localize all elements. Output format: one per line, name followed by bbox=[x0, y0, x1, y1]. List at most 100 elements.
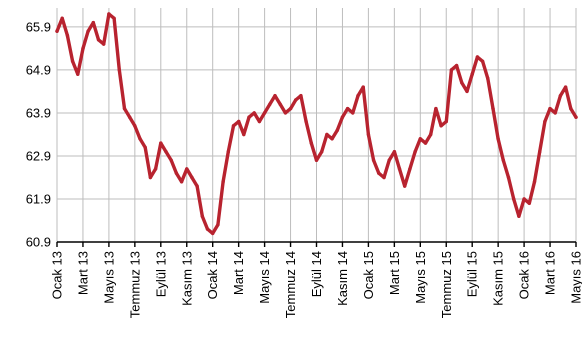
data-point bbox=[144, 146, 147, 149]
data-point bbox=[367, 133, 370, 136]
data-point bbox=[439, 124, 442, 127]
data-point bbox=[201, 215, 204, 218]
data-point bbox=[310, 141, 313, 144]
data-point bbox=[102, 42, 105, 45]
data-point bbox=[403, 184, 406, 187]
data-point bbox=[398, 167, 401, 170]
y-tick-label: 64.9 bbox=[26, 62, 51, 77]
data-point bbox=[294, 98, 297, 101]
x-tick-label: Mayıs 16 bbox=[569, 251, 582, 304]
data-point bbox=[279, 103, 282, 106]
x-tick-label: Eylül 14 bbox=[309, 251, 324, 297]
data-point bbox=[522, 197, 525, 200]
data-point bbox=[170, 159, 173, 162]
data-point bbox=[491, 107, 494, 110]
data-point bbox=[336, 129, 339, 132]
data-point bbox=[206, 227, 209, 230]
data-point bbox=[533, 180, 536, 183]
x-tick-label: Ocak 13 bbox=[50, 251, 65, 299]
data-point bbox=[159, 141, 162, 144]
data-point bbox=[481, 60, 484, 63]
data-point bbox=[118, 68, 121, 71]
data-point bbox=[346, 107, 349, 110]
data-point bbox=[538, 150, 541, 153]
data-point bbox=[71, 60, 74, 63]
data-point bbox=[543, 120, 546, 123]
data-point bbox=[408, 167, 411, 170]
data-point bbox=[372, 159, 375, 162]
data-point bbox=[455, 64, 458, 67]
data-point bbox=[486, 77, 489, 80]
x-tick-label: Temmuz 13 bbox=[127, 251, 142, 318]
axes bbox=[57, 242, 576, 247]
data-point bbox=[315, 159, 318, 162]
data-point bbox=[299, 94, 302, 97]
data-point bbox=[496, 137, 499, 140]
x-tick-label: Mayıs 14 bbox=[257, 251, 272, 304]
data-point bbox=[382, 176, 385, 179]
x-tick-label: Eylül 15 bbox=[465, 251, 480, 297]
x-tick-label: Mart 13 bbox=[75, 251, 90, 295]
x-tick-label: Kasım 14 bbox=[335, 251, 350, 306]
data-point bbox=[362, 85, 365, 88]
data-point bbox=[413, 150, 416, 153]
data-point bbox=[97, 38, 100, 41]
data-point bbox=[195, 184, 198, 187]
y-tick-labels: 60.961.962.963.964.965.9 bbox=[26, 19, 51, 249]
data-point bbox=[180, 180, 183, 183]
x-tick-label: Ocak 14 bbox=[205, 251, 220, 299]
data-point bbox=[512, 197, 515, 200]
data-point bbox=[133, 124, 136, 127]
data-point bbox=[351, 111, 354, 114]
x-tick-label: Kasım 13 bbox=[179, 251, 194, 306]
data-point bbox=[263, 111, 266, 114]
data-point bbox=[81, 47, 84, 50]
data-point bbox=[471, 73, 474, 76]
x-tick-label: Mayıs 15 bbox=[413, 251, 428, 304]
data-point bbox=[574, 116, 577, 119]
data-point bbox=[528, 202, 531, 205]
data-point bbox=[216, 223, 219, 226]
data-point bbox=[548, 107, 551, 110]
data-point bbox=[388, 159, 391, 162]
data-point bbox=[86, 30, 89, 33]
x-tick-label: Ocak 16 bbox=[517, 251, 532, 299]
data-point bbox=[450, 68, 453, 71]
data-point bbox=[507, 176, 510, 179]
data-point bbox=[341, 116, 344, 119]
data-point bbox=[149, 176, 152, 179]
x-tick-label: Mart 15 bbox=[387, 251, 402, 295]
x-tick-label: Eylül 13 bbox=[153, 251, 168, 297]
y-tick-label: 62.9 bbox=[26, 148, 51, 163]
data-point bbox=[128, 116, 131, 119]
data-point bbox=[445, 120, 448, 123]
data-point bbox=[517, 215, 520, 218]
data-point bbox=[154, 167, 157, 170]
x-tick-labels: Ocak 13 Mart 13 Mayıs 13 Temmuz 13 Eylül 13 K… bbox=[50, 251, 582, 318]
data-point bbox=[253, 111, 256, 114]
data-point bbox=[268, 103, 271, 106]
data-point bbox=[377, 172, 380, 175]
x-tick-label: Mart 16 bbox=[543, 251, 558, 295]
data-point bbox=[76, 73, 79, 76]
x-tick-label: Ocak 15 bbox=[361, 251, 376, 299]
data-point bbox=[434, 107, 437, 110]
data-point bbox=[138, 137, 141, 140]
data-point bbox=[289, 107, 292, 110]
x-tick-label: Mart 14 bbox=[231, 251, 246, 295]
data-point bbox=[502, 159, 505, 162]
data-point bbox=[61, 17, 64, 20]
data-point bbox=[175, 172, 178, 175]
data-point bbox=[221, 180, 224, 183]
data-point bbox=[92, 21, 95, 24]
data-point bbox=[419, 137, 422, 140]
data-point bbox=[107, 12, 110, 15]
y-tick-label: 63.9 bbox=[26, 105, 51, 120]
data-point bbox=[465, 90, 468, 93]
data-point bbox=[164, 150, 167, 153]
data-point bbox=[211, 232, 214, 235]
data-point bbox=[564, 85, 567, 88]
data-point bbox=[330, 137, 333, 140]
data-point bbox=[242, 133, 245, 136]
